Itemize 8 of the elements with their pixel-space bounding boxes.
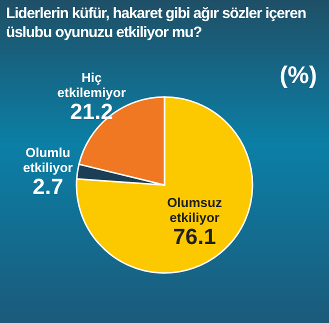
slice-label: Hiç etkilemiyor [57,70,126,100]
data-label: 76.1 [173,224,216,250]
data-label: 2.7 [32,174,64,199]
slice-label: Olumsuz etkiliyor [167,195,222,226]
data-label: 21.2 [70,99,114,124]
slice-label: Olumlu etkiliyor [22,144,73,175]
chart-title: Liderlerin küfür, hakaret gibi ağır sözler içeren üslubu oyunuzu etkiliyor mu? [6,4,307,42]
text: (%) [280,62,317,90]
